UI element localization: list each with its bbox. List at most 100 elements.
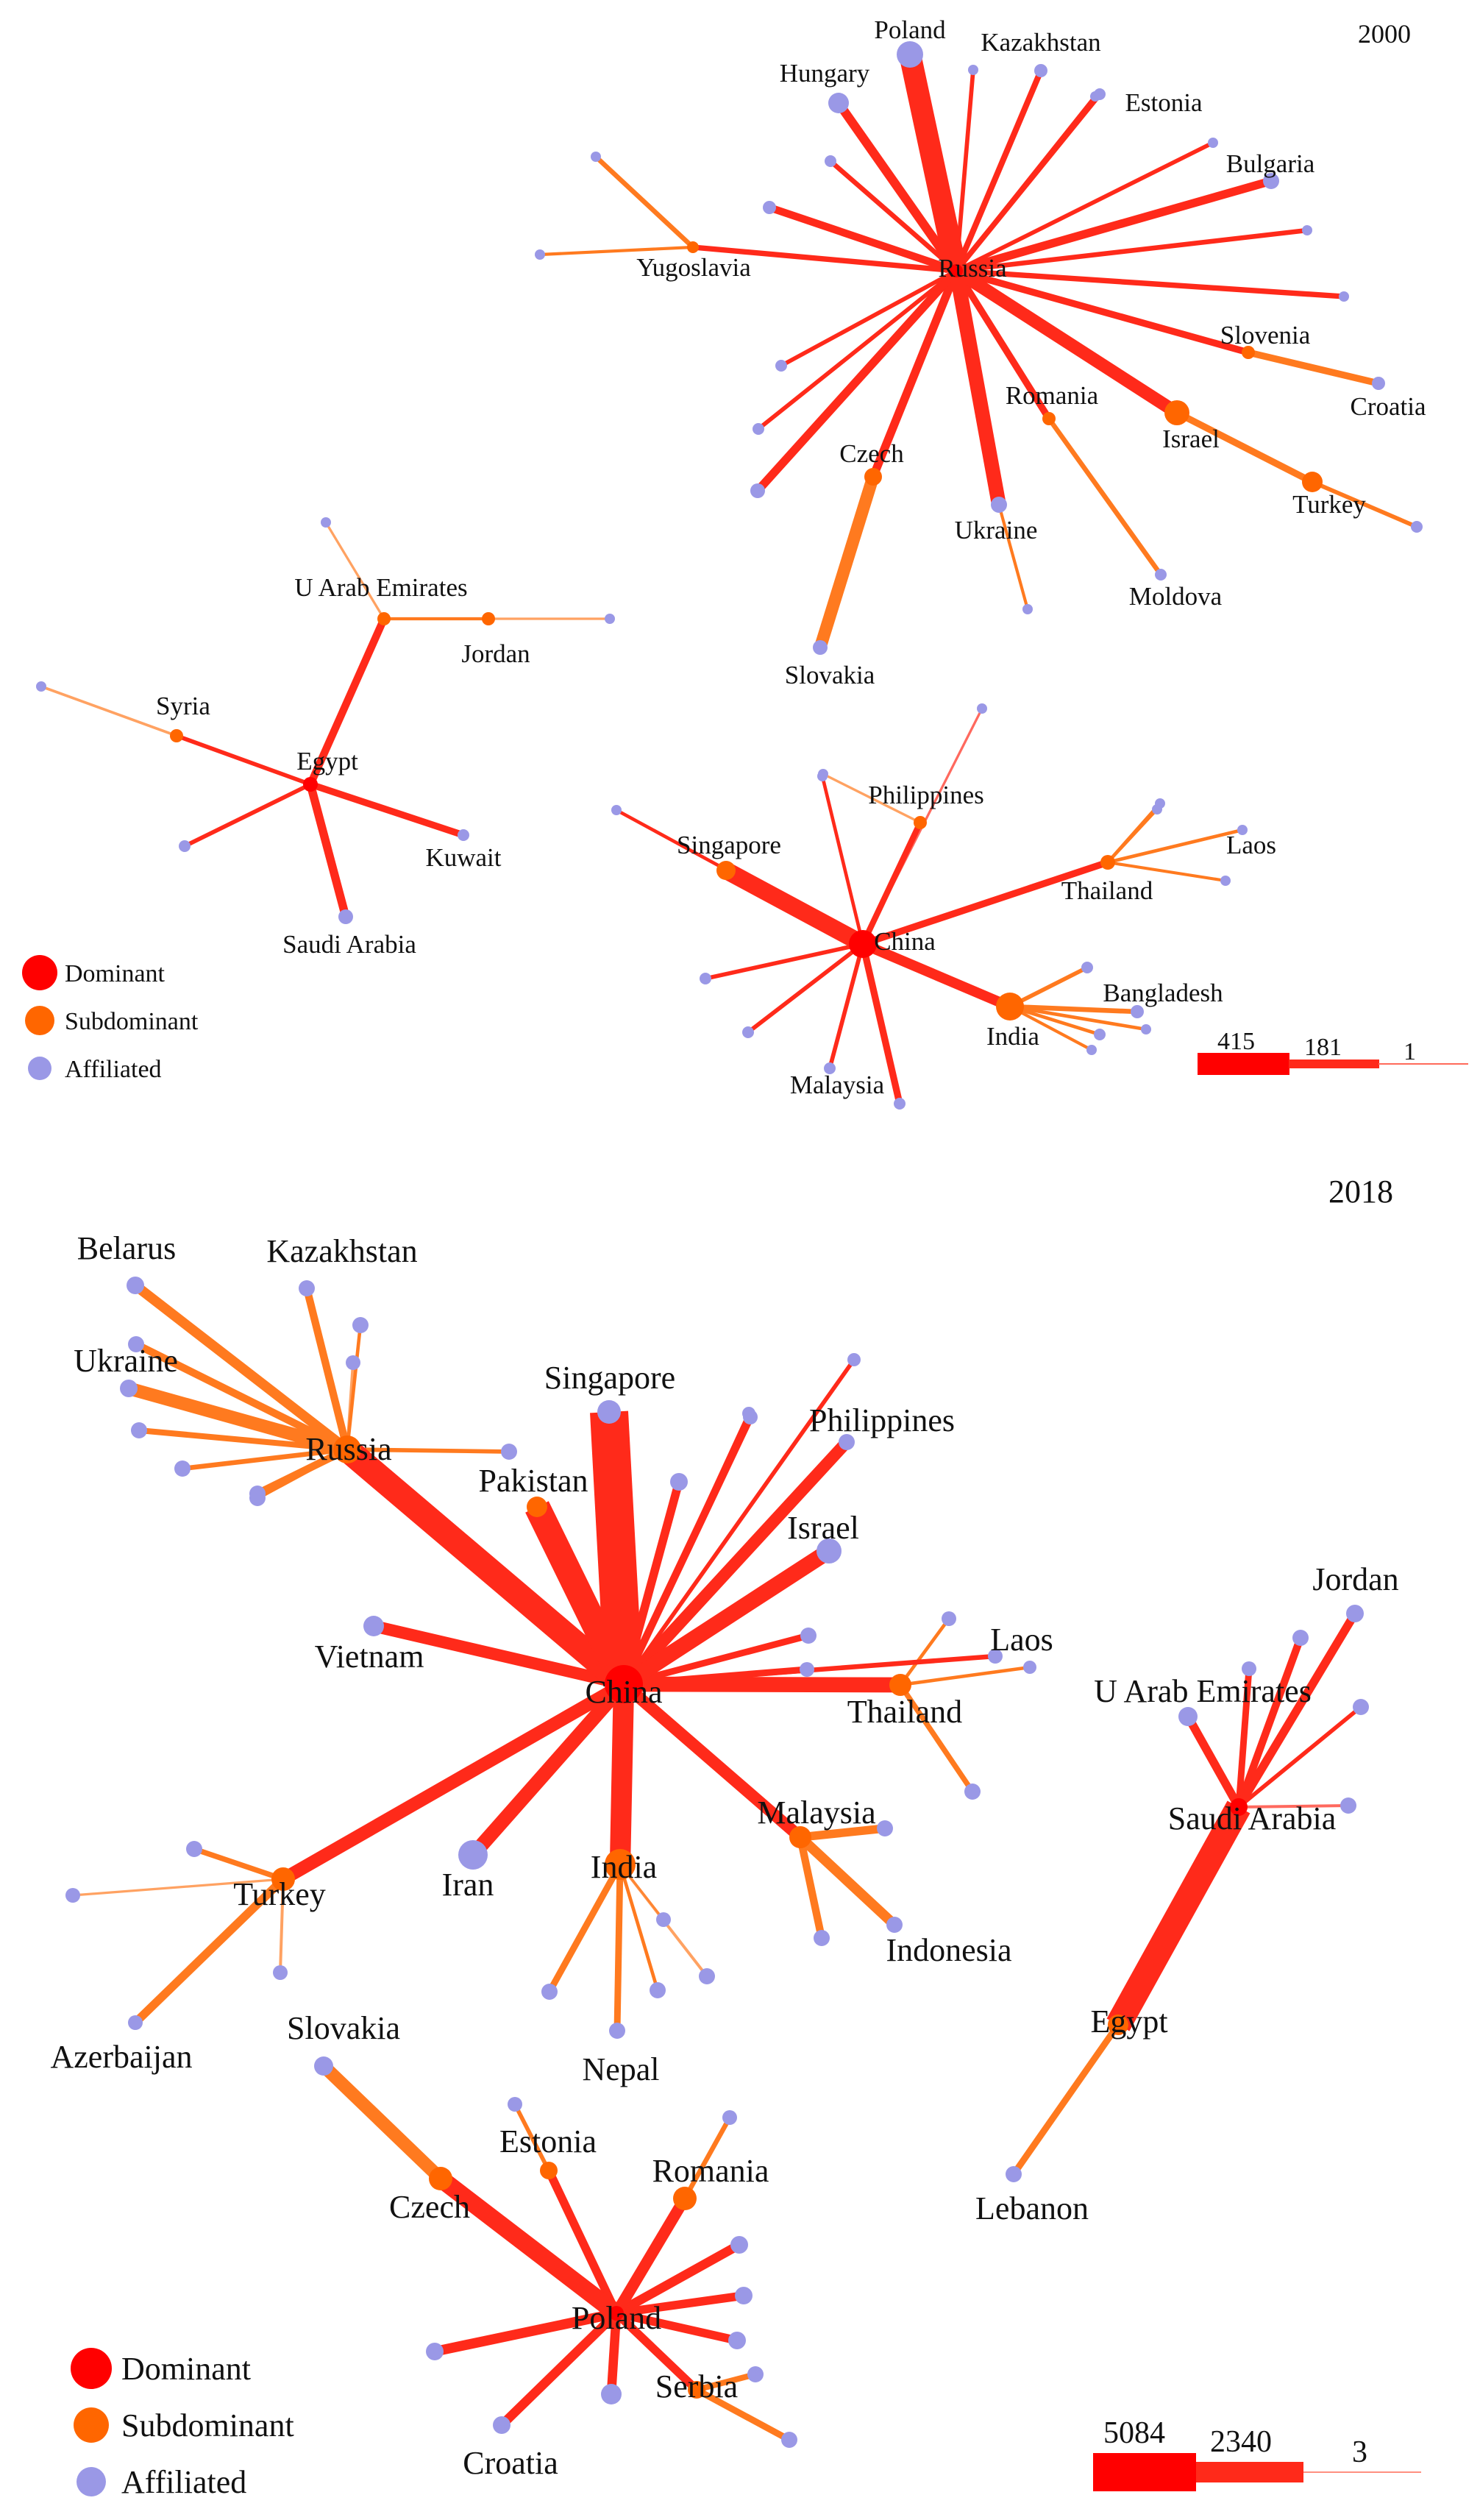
- node-unlabeled-b37-2018: [722, 2110, 737, 2125]
- edge-saudi-arabia-uae-2018: [1184, 1714, 1243, 1809]
- edge-thailand-b17-2018: [900, 1665, 1031, 1687]
- edge-egypt-a15-2000: [183, 782, 312, 848]
- label-saudi-arabia-2000: Saudi Arabia: [282, 930, 416, 959]
- edge-china-singapore-2018: [590, 1410, 643, 1686]
- weight-legend-value-min: 1: [1403, 1038, 1416, 1065]
- edge-india-a31-2000: [1009, 1004, 1147, 1032]
- node-slovakia-2000: [813, 640, 828, 655]
- edge-russia-czech-2000: [869, 269, 961, 479]
- node-unlabeled-a13-2000: [591, 152, 601, 162]
- edge-russia-romania-2000: [953, 269, 1052, 421]
- node-singapore-2000: [716, 861, 736, 880]
- label-laos-2018: Laos: [990, 1622, 1053, 1658]
- edge-india-bangladesh-2000: [1009, 1004, 1138, 1015]
- node-czech-2000: [864, 468, 882, 486]
- node-singapore-2018: [597, 1400, 621, 1424]
- node-unlabeled-b25-2018: [273, 1965, 288, 1980]
- legend-affiliated-label: Affiliated: [65, 1056, 162, 1083]
- edge-china-singapore-2000: [722, 862, 867, 952]
- label-egypt-2000: Egypt: [296, 747, 358, 775]
- label-philippines-2000: Philippines: [868, 781, 984, 809]
- label-israel-2018: Israel: [787, 1510, 859, 1546]
- edge-poland-b34-2018: [606, 2313, 622, 2395]
- panel-2000-labels: Russia Poland Kazakhstan Hungary Estonia Bulg…: [156, 15, 1426, 1099]
- edge-turkey-b25-2018: [279, 1878, 285, 1973]
- label-czech-2000: Czech: [839, 439, 904, 468]
- label-israel-2000: Israel: [1162, 425, 1220, 453]
- label-u-arab-emirates-2018: U Arab Emirates: [1094, 1673, 1312, 1709]
- node-unlabeled-a2-2000: [763, 201, 776, 214]
- node-unlabeled-a16-2000: [321, 517, 331, 528]
- node-unlabeled-a6-2000: [1302, 225, 1312, 235]
- edge-malaysia-b18-2018: [800, 1824, 886, 1842]
- edge-russia-hungary-2000: [834, 100, 961, 274]
- node-serbia-2018: [688, 2381, 705, 2399]
- node-thailand-2000: [1100, 855, 1115, 870]
- label-slovakia-2000: Slovakia: [785, 661, 875, 689]
- edge-china-iran-2018: [467, 1679, 630, 1860]
- label-u-arab-emirates-2000: U Arab Emirates: [294, 573, 467, 602]
- legend-subdominant-marker: [74, 2407, 109, 2443]
- edge-turkey-b24-2018: [193, 1846, 285, 1882]
- node-unlabeled-b26-2018: [65, 1888, 80, 1903]
- edge-poland-serbia-2018: [613, 2310, 700, 2393]
- edge-saudi-arabia-b28-2018: [1235, 1668, 1253, 1808]
- edge-china-malaysia-2000: [859, 943, 903, 1105]
- node-thailand-2018: [889, 1674, 911, 1696]
- label-hungary-2000: Hungary: [780, 59, 870, 88]
- label-vietnam-2018: Vietnam: [315, 1639, 424, 1675]
- node-belarus-2018: [127, 1277, 144, 1294]
- edge-saudi-arabia-b29-2018: [1237, 1705, 1362, 1809]
- node-kazakhstan-2000: [1034, 64, 1047, 77]
- legend-dominant-marker: [22, 955, 57, 990]
- node-unlabeled-b4-2018: [800, 1662, 814, 1677]
- edge-russia-b12-2018: [345, 1324, 363, 1450]
- label-russia-2000: Russia: [938, 254, 1007, 283]
- edge-russia-ukraine-2018: [127, 1382, 349, 1456]
- node-jordan-2000: [482, 612, 495, 625]
- node-unlabeled-a19-2000: [700, 973, 711, 984]
- label-china-2000: China: [874, 927, 936, 956]
- panel-2018-legend: Dominant Subdominant Affiliated: [71, 2348, 294, 2500]
- node-unlabeled-b38-2018: [747, 2366, 764, 2382]
- legend-affiliated-label: Affiliated: [121, 2464, 246, 2500]
- label-romania-2000: Romania: [1006, 381, 1099, 410]
- edge-china-b5-2018: [622, 1358, 856, 1686]
- panel-2018-nodes: [65, 1277, 1369, 2448]
- label-azerbaijan-2018: Azerbaijan: [51, 2039, 193, 2075]
- edge-russia-ukraine-2000: [949, 269, 1006, 506]
- edge-turkey-azerbaijan-2018: [132, 1875, 287, 2026]
- node-indonesia-2018: [886, 1917, 903, 1933]
- edge-russia-a5-2000: [955, 141, 1214, 273]
- node-unlabeled-a1-2000: [750, 483, 765, 498]
- panel-2000: Russia Poland Kazakhstan Hungary Estonia Bulg…: [22, 15, 1468, 1110]
- edge-poland-estonia-2018: [544, 2168, 621, 2315]
- label-malaysia-2018: Malaysia: [757, 1795, 875, 1831]
- panel-2018-labels: China Singapore Pakistan Philippines Israel V…: [51, 1230, 1399, 2481]
- edge-india-a32-2000: [1009, 1005, 1092, 1051]
- node-iran-2018: [458, 1840, 488, 1870]
- node-unlabeled-b7-2018: [128, 1336, 144, 1352]
- node-malaysia-2000: [894, 1098, 906, 1110]
- node-unlabeled-b6-2018: [742, 1407, 755, 1420]
- node-unlabeled-b27-2018: [1292, 1630, 1309, 1646]
- node-unlabeled-b30-2018: [1340, 1797, 1356, 1814]
- panel-2018: China Singapore Pakistan Philippines Israel V…: [51, 1174, 1421, 2500]
- edge-russia-bulgaria-2000: [955, 177, 1273, 275]
- node-unlabeled-b36-2018: [508, 2097, 522, 2112]
- edge-poland-croatia-2018: [498, 2310, 620, 2429]
- label-estonia-2018: Estonia: [499, 2123, 597, 2159]
- edge-turkey-a11-2000: [1311, 480, 1418, 529]
- edge-saudi-arabia-egypt-2018: [1106, 1800, 1250, 2031]
- label-yugoslavia-2000: Yugoslavia: [636, 253, 751, 282]
- edge-india-nepal-2018: [613, 1864, 624, 2031]
- node-unlabeled-b18-2018: [877, 1820, 893, 1836]
- node-estonia-2018: [540, 2162, 558, 2179]
- node-russia-2018: [333, 1435, 361, 1463]
- label-kazakhstan-2000: Kazakhstan: [981, 28, 1100, 57]
- label-laos-2000: Laos: [1226, 831, 1276, 859]
- edge-poland-b31-2018: [613, 2240, 742, 2318]
- node-china-2000: [849, 930, 877, 958]
- edge-russia-yugoslavia-2000: [692, 244, 957, 274]
- node-unlabeled-b5-2018: [847, 1353, 861, 1366]
